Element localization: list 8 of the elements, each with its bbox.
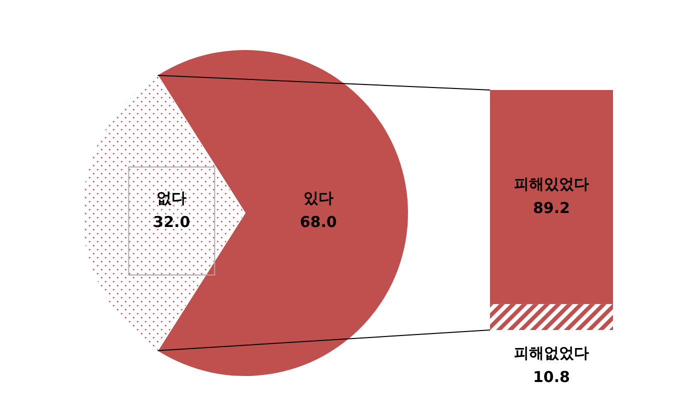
- data-label: 10.8: [532, 368, 570, 386]
- slice-label: 없다: [156, 189, 187, 207]
- data-label: 89.2: [532, 199, 570, 218]
- series-label: 피해있었다: [514, 175, 589, 194]
- slice-label: 있다: [303, 189, 334, 207]
- data-label: 68.0: [300, 213, 337, 231]
- data-label: 32.0: [153, 213, 190, 231]
- series-label: 피해없었다: [514, 344, 589, 362]
